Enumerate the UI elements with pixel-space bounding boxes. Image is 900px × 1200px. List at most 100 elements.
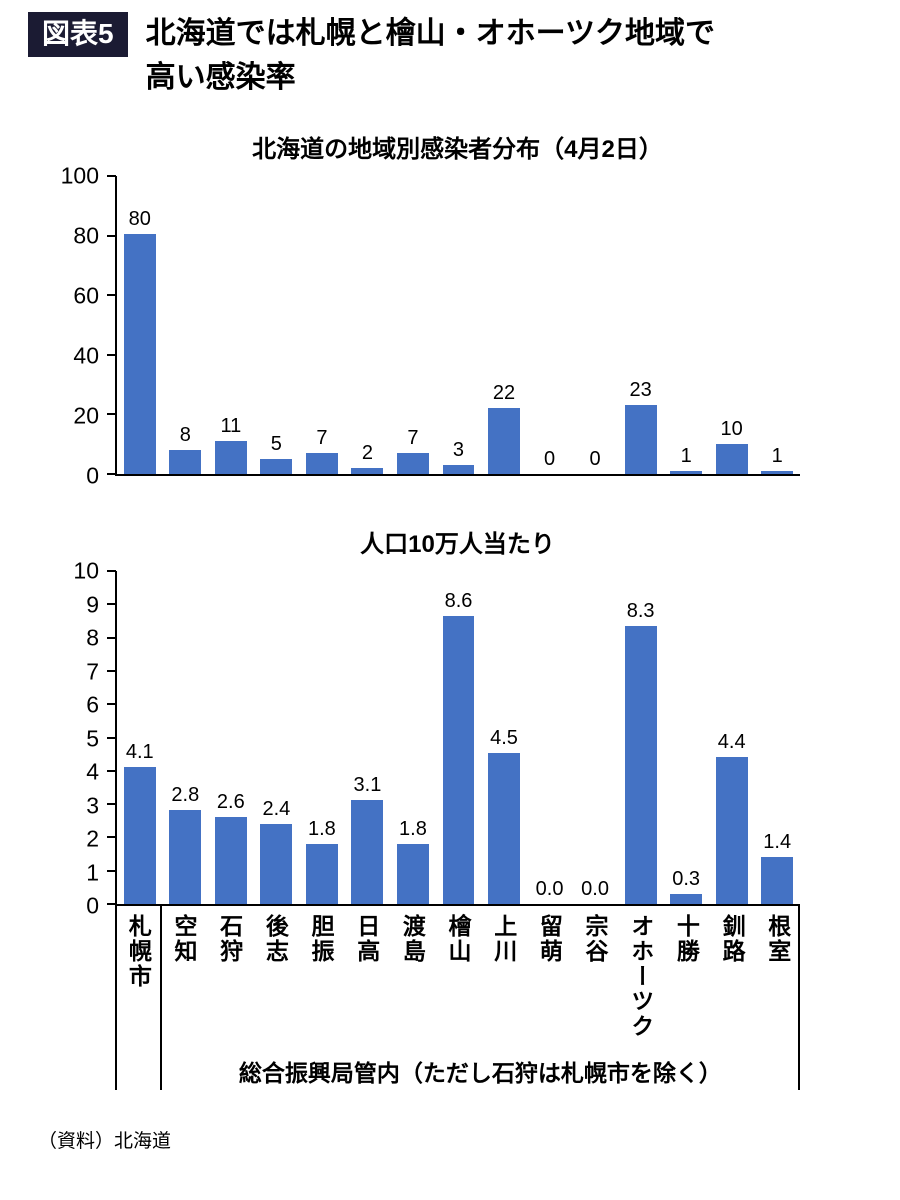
- chart-cases-plot-area: 80 8 11 5 7 2 7 3 22 0 0 23 1 10 1: [107, 175, 800, 476]
- x-category-cell: 根室: [754, 914, 800, 1048]
- value-label: 0: [543, 448, 556, 470]
- x-category-label: 釧路: [719, 914, 746, 964]
- chart-per-100k-body: 0 1 2 3 4 5 6 7 8 9 10 4.1 2.8 2.6 2.4 1.8 3.1 1.8 8.6 4.5…: [20, 559, 900, 917]
- x-category-label: 檜山: [445, 914, 472, 964]
- bar-column: 7: [299, 427, 345, 474]
- y-tick-label: 7: [86, 658, 99, 684]
- figure-number-badge: 図表5: [28, 12, 128, 57]
- chart-per-100k: 人口10万人当たり 0 1 2 3 4 5 6 7 8 9 10 4.1 2.8 2.6 2.4 1.8 3.…: [20, 524, 900, 917]
- y-tick-mark: [107, 603, 116, 606]
- chart-cases-body: 0 20 40 60 80 100 80 8 11 5 7 2 7 3 22 0 0 23 1 10 1: [20, 164, 900, 487]
- x-axis-label-area: 札幌市 空知 石狩 後志 胆振 日高 渡島 檜山 上川 留萌 宗谷 オホーツク 十勝 釧路 根室 総合振興局…: [115, 906, 800, 1090]
- x-category-label: 根室: [764, 914, 791, 964]
- value-label: 3.1: [353, 774, 382, 797]
- bar-column: 0.0: [527, 878, 573, 904]
- y-tick-label: 100: [60, 162, 99, 189]
- value-label: 8.3: [626, 599, 655, 622]
- x-category-label: 十勝: [673, 914, 700, 964]
- x-category-cell: 後志: [252, 914, 298, 1048]
- bar-column: 3: [436, 439, 482, 474]
- y-tick-label: 60: [73, 282, 99, 309]
- bar-column: 0: [572, 448, 618, 474]
- value-label: 1.8: [307, 817, 336, 840]
- y-tick-label: 8: [86, 624, 99, 651]
- x-category-label: 宗谷: [582, 914, 609, 964]
- value-label: 7: [407, 427, 419, 449]
- bar: [123, 766, 156, 904]
- bar: [305, 453, 338, 474]
- value-label: 1: [771, 445, 783, 467]
- x-category-cell: オホーツク: [617, 914, 663, 1048]
- y-tick-mark: [107, 769, 116, 772]
- bar: [670, 471, 703, 474]
- bar-column: 1: [754, 445, 800, 474]
- value-label: 0.0: [581, 878, 609, 900]
- bar: [351, 800, 384, 904]
- y-tick-label: 5: [86, 725, 99, 751]
- x-category-label: オホーツク: [627, 914, 654, 1039]
- value-label: 11: [220, 415, 242, 437]
- chart-per-100k-title: 人口10万人当たり: [360, 531, 555, 558]
- bar-column: 2: [345, 442, 391, 474]
- y-tick-label: 6: [86, 691, 99, 718]
- bar-column: 23: [618, 379, 664, 474]
- bar-column: 5: [254, 433, 300, 474]
- source-note: （資料）北海道: [38, 1131, 172, 1152]
- x-category-cell: 檜山: [435, 914, 481, 1048]
- bar-column: 10: [709, 418, 755, 474]
- bar: [260, 459, 293, 474]
- value-label: 23: [629, 379, 652, 401]
- bar: [670, 893, 703, 904]
- bar-column: 8: [163, 424, 209, 474]
- x-category-cell: 日高: [343, 914, 389, 1048]
- x-category-cell: 十勝: [663, 914, 709, 1048]
- x-category-label: 札幌市: [125, 914, 152, 989]
- bar-column: 1.4: [754, 831, 800, 904]
- chart-per-100k-plot-area: 4.1 2.8 2.6 2.4 1.8 3.1 1.8 8.6 4.5 0.0 0.0 8.3 0.3 4…: [107, 570, 800, 906]
- x-category-cell: 上川: [480, 914, 526, 1048]
- bar: [260, 823, 293, 904]
- x-axis-group-row: 総合振興局管内（ただし石狩は札幌市を除く）: [115, 1048, 800, 1090]
- y-tick-label: 4: [86, 758, 99, 785]
- y-tick-label: 20: [73, 402, 99, 429]
- category-bracket-line-sapporo: [159, 906, 162, 1090]
- value-label: 7: [316, 427, 328, 449]
- y-tick-mark: [107, 636, 116, 639]
- y-tick-label: 1: [86, 859, 99, 885]
- value-label: 4.1: [125, 740, 154, 763]
- bar-column: 2.8: [163, 784, 209, 904]
- bar: [715, 756, 748, 904]
- x-category-label: 留萌: [536, 914, 563, 964]
- bar-column: 1.8: [390, 818, 436, 904]
- bar-column: 4.1: [117, 741, 163, 904]
- y-tick-mark: [107, 803, 116, 806]
- value-label: 3: [452, 439, 465, 461]
- bar-column: 8.3: [618, 600, 664, 904]
- value-label: 0.0: [535, 878, 564, 900]
- value-label: 4.5: [490, 727, 518, 750]
- bar: [305, 843, 338, 904]
- category-bracket-line-right: [798, 906, 800, 1090]
- bar-column: 2.4: [254, 798, 300, 904]
- value-label: 2.8: [171, 784, 200, 807]
- figure-title-line1: 北海道では札幌と檜山・オホーツク地域で: [145, 17, 715, 50]
- bar-column: 4.5: [481, 727, 527, 904]
- value-label: 22: [492, 382, 516, 404]
- value-label: 0: [589, 448, 601, 470]
- x-category-cell: 胆振: [298, 914, 344, 1048]
- x-category-cell: 札幌市: [115, 914, 161, 1048]
- y-tick-mark: [107, 570, 116, 572]
- bar-column: 11: [208, 415, 254, 474]
- value-label: 8: [179, 424, 191, 446]
- y-tick-mark: [107, 234, 116, 237]
- bar: [488, 408, 520, 474]
- y-tick-label: 9: [86, 591, 99, 617]
- value-label: 2: [361, 442, 373, 464]
- y-tick-mark: [107, 473, 116, 475]
- figure-title-line2: 高い感染率: [145, 60, 296, 94]
- value-label: 0.3: [672, 867, 701, 890]
- bar-column: 4.4: [709, 731, 755, 904]
- bar: [624, 625, 657, 904]
- value-label: 10: [720, 418, 743, 440]
